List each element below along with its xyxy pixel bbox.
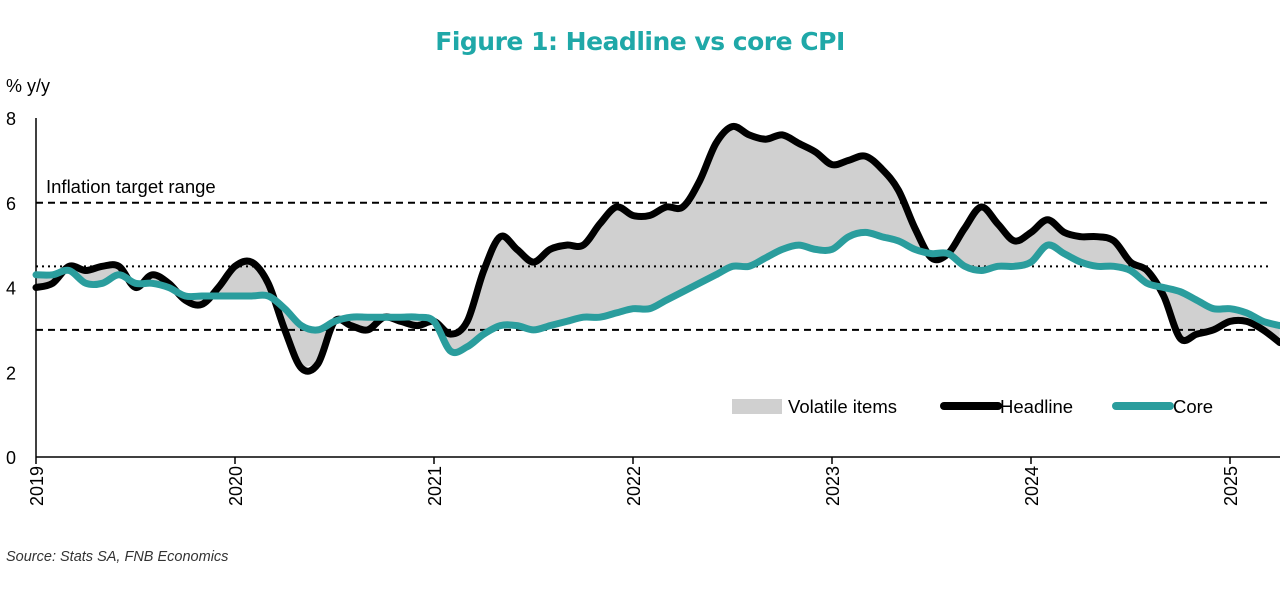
y-tick-label: 0: [6, 448, 16, 468]
legend-label-headline: Headline: [1000, 396, 1073, 417]
y-tick-label: 6: [6, 194, 16, 214]
legend-swatch-volatile: [732, 399, 782, 414]
legend-label-volatile: Volatile items: [788, 396, 897, 417]
x-tick-label: 2020: [226, 466, 246, 506]
core-line: [32, 228, 1280, 357]
y-tick-label: 4: [6, 279, 16, 299]
x-tick-label: 2024: [1022, 466, 1042, 506]
series-lines: [32, 122, 1280, 375]
legend-label-core: Core: [1173, 396, 1213, 417]
x-tick-label: 2021: [425, 466, 445, 506]
volatile-items-area: [36, 126, 1280, 368]
volatile-items-fill: [36, 126, 1280, 368]
y-tick-label: 2: [6, 363, 16, 383]
legend: Volatile items Headline Core: [732, 396, 1213, 417]
x-tick-label: 2019: [27, 466, 47, 506]
headline-line: [32, 122, 1280, 375]
axis-ticks: 0 2 4 6 8 2019 2020 2021 2022 2023 2024 2025: [6, 109, 1241, 506]
source-note: Source: Stats SA, FNB Economics: [6, 549, 229, 565]
chart-title: Figure 1: Headline vs core CPI: [435, 27, 845, 56]
x-tick-label: 2025: [1221, 466, 1241, 506]
target-range-annotation: Inflation target range: [46, 176, 216, 197]
y-tick-label: 8: [6, 109, 16, 129]
x-tick-label: 2023: [823, 466, 843, 506]
reference-lines: [36, 201, 1270, 331]
x-tick-label: 2022: [624, 466, 644, 506]
y-axis-label: % y/y: [6, 76, 50, 96]
